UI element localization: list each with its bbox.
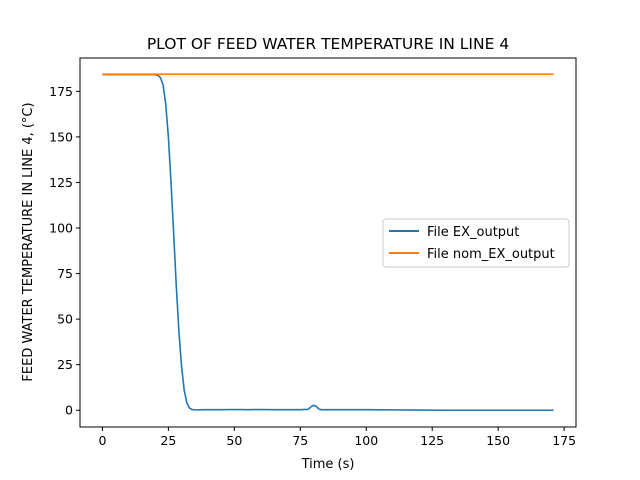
y-tick-label: 25 [57,357,73,372]
x-tick-label: 0 [98,433,106,448]
legend: File EX_output File nom_EX_output [382,218,570,268]
y-tick-label: 125 [49,175,73,190]
x-tick-label: 175 [552,433,576,448]
y-tick-label: 50 [57,312,73,327]
y-tick-label: 150 [49,129,73,144]
chart-title: PLOT OF FEED WATER TEMPERATURE IN LINE 4 [147,35,509,53]
y-tick-label: 0 [65,403,73,418]
x-axis-label: Time (s) [301,457,355,472]
x-tick-label: 75 [292,433,308,448]
y-tick-label: 75 [57,266,73,281]
x-axis-ticks: 0 25 50 75 100 125 150 175 [98,427,576,448]
x-tick-label: 50 [226,433,242,448]
x-tick-label: 150 [486,433,510,448]
y-axis-label: FEED WATER TEMPERATURE IN LINE 4, (°C) [21,102,36,381]
legend-label-nom-ex-output: File nom_EX_output [427,247,555,262]
x-tick-label: 100 [354,433,378,448]
plot-lines [102,73,554,412]
y-axis-ticks: 0 25 50 75 100 125 150 175 [49,84,80,418]
y-tick-label: 100 [49,221,73,236]
y-tick-label: 175 [49,84,73,99]
plot-area-frame [79,57,577,428]
legend-box [382,218,570,268]
x-tick-label: 125 [420,433,444,448]
legend-label-ex-output: File EX_output [427,225,519,240]
x-tick-label: 25 [160,433,176,448]
series-line-0 [102,73,554,412]
